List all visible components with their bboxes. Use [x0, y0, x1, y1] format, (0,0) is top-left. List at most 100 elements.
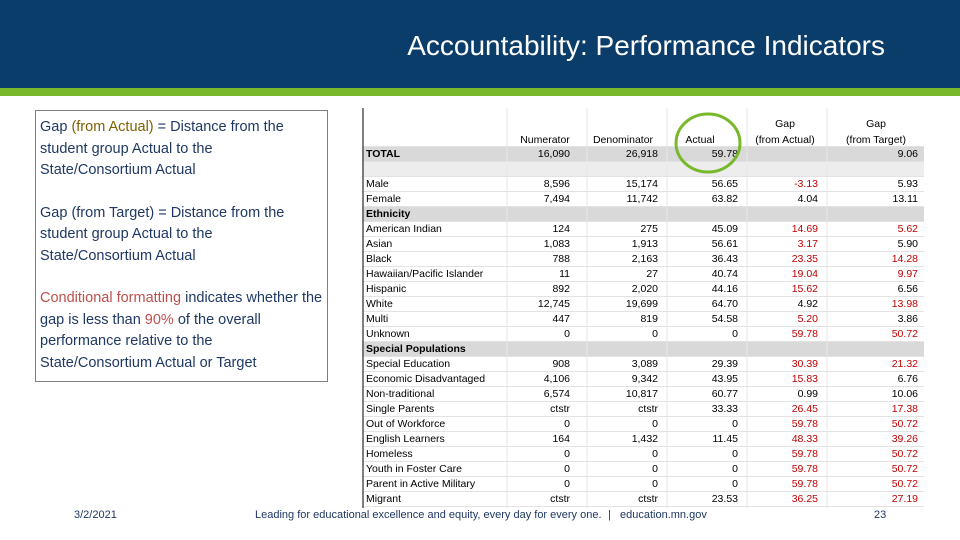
cell: 15,174: [626, 178, 658, 190]
row-label: Unknown: [366, 328, 410, 340]
row-label: English Learners: [366, 433, 445, 445]
row-label: Female: [366, 193, 401, 205]
cell: 63.82: [712, 193, 738, 205]
cell: 0.99: [798, 388, 819, 400]
cell: 3,089: [632, 358, 658, 370]
row-label: Youth in Foster Care: [366, 463, 462, 475]
cell: ctstr: [638, 493, 658, 505]
cell: 59.78: [792, 478, 818, 490]
column-header: Denominator: [593, 134, 654, 146]
cell: 4.04: [798, 193, 819, 205]
row-label: Homeless: [366, 448, 413, 460]
cell: 21.32: [892, 358, 918, 370]
cell: 19,699: [626, 298, 658, 310]
cell: 50.72: [892, 478, 918, 490]
cell: 59.78: [712, 148, 738, 160]
column-header: Gap: [775, 118, 795, 130]
text-run: indicates whether the gap is less than: [40, 290, 323, 328]
cell: 0: [564, 448, 570, 460]
cell: 44.16: [712, 283, 738, 295]
row-label: Parent in Active Military: [366, 478, 476, 490]
cell: 26,918: [626, 148, 658, 160]
cell: 5.62: [898, 223, 919, 235]
cell: 5.93: [898, 178, 919, 190]
cell: 39.26: [892, 433, 918, 445]
cell: 124: [552, 223, 570, 235]
cell: 6.56: [898, 283, 919, 295]
cell: 29.39: [712, 358, 738, 370]
header-band: [0, 0, 960, 88]
section-label: Ethnicity: [366, 208, 410, 220]
slide-title: Accountability: Performance Indicators: [407, 30, 885, 61]
cell: 8,596: [544, 178, 570, 190]
cell: 45.09: [712, 223, 738, 235]
cell: 6,574: [544, 388, 570, 400]
highlight-circle: [674, 112, 742, 174]
cell: 0: [732, 478, 738, 490]
cell: 50.72: [892, 418, 918, 430]
column-header: (from Target): [846, 134, 906, 146]
footer-separator: |: [608, 509, 611, 521]
cell: 33.33: [712, 403, 738, 415]
cell: 0: [564, 463, 570, 475]
cell: 10,817: [626, 388, 658, 400]
cell: 0: [732, 448, 738, 460]
cell: 11: [559, 268, 570, 280]
footer-tagline: Leading for educational excellence and e…: [255, 509, 602, 521]
row-label: Migrant: [366, 493, 401, 505]
cell: 6.76: [898, 373, 919, 385]
row-label: Single Parents: [366, 403, 434, 415]
cell: ctstr: [550, 403, 570, 415]
cell: 275: [640, 223, 658, 235]
row-label: TOTAL: [366, 148, 401, 160]
cell: 16,090: [538, 148, 570, 160]
cell: 59.78: [792, 463, 818, 475]
cell: 5.90: [898, 238, 919, 250]
cell: 59.78: [792, 448, 818, 460]
cell: 13.98: [892, 298, 918, 310]
cell: 788: [552, 253, 570, 265]
cell: 60.77: [712, 388, 738, 400]
cell: 26.45: [792, 403, 818, 415]
cell: 40.74: [712, 268, 738, 280]
cell: 4,106: [544, 373, 570, 385]
cell: 0: [652, 478, 658, 490]
cell: 819: [640, 313, 658, 325]
cell: 2,163: [632, 253, 658, 265]
row-label: Multi: [366, 313, 388, 325]
footer-date: 3/2/2021: [74, 509, 117, 521]
cell: 11,742: [627, 193, 658, 205]
cell: 50.72: [892, 448, 918, 460]
row-label: White: [366, 298, 393, 310]
row-shade: [362, 206, 924, 222]
row-label: Special Education: [366, 358, 450, 370]
cell: 10.06: [892, 388, 918, 400]
paragraph: Gap (from Actual) = Distance from the st…: [40, 117, 323, 182]
row-label: Hawaiian/Pacific Islander: [366, 268, 484, 280]
text-run: Gap: [40, 119, 68, 135]
cell: 64.70: [712, 298, 738, 310]
cell: 2,020: [632, 283, 658, 295]
footer-site: education.mn.gov: [620, 509, 707, 521]
cell: 0: [732, 328, 738, 340]
cell: 0: [732, 418, 738, 430]
cell: 23.35: [792, 253, 818, 265]
cell: 0: [652, 328, 658, 340]
row-shade: [362, 146, 924, 162]
cell: 56.65: [712, 178, 738, 190]
cell: 15.83: [792, 373, 818, 385]
cell: 12,745: [538, 298, 570, 310]
cell: 9.97: [898, 268, 919, 280]
cell: -3.13: [794, 178, 818, 190]
cell: 50.72: [892, 463, 918, 475]
cell: 56.61: [712, 238, 738, 250]
column-header: Numerator: [520, 134, 570, 146]
cell: 59.78: [792, 328, 818, 340]
cell: 27: [646, 268, 658, 280]
text-run: = Distance from the student group Actual…: [40, 204, 285, 264]
cell: 14.28: [892, 253, 918, 265]
row-label: American Indian: [366, 223, 442, 235]
cell: 36.25: [792, 493, 818, 505]
text-run: of the overall performance relative to t…: [40, 311, 261, 371]
